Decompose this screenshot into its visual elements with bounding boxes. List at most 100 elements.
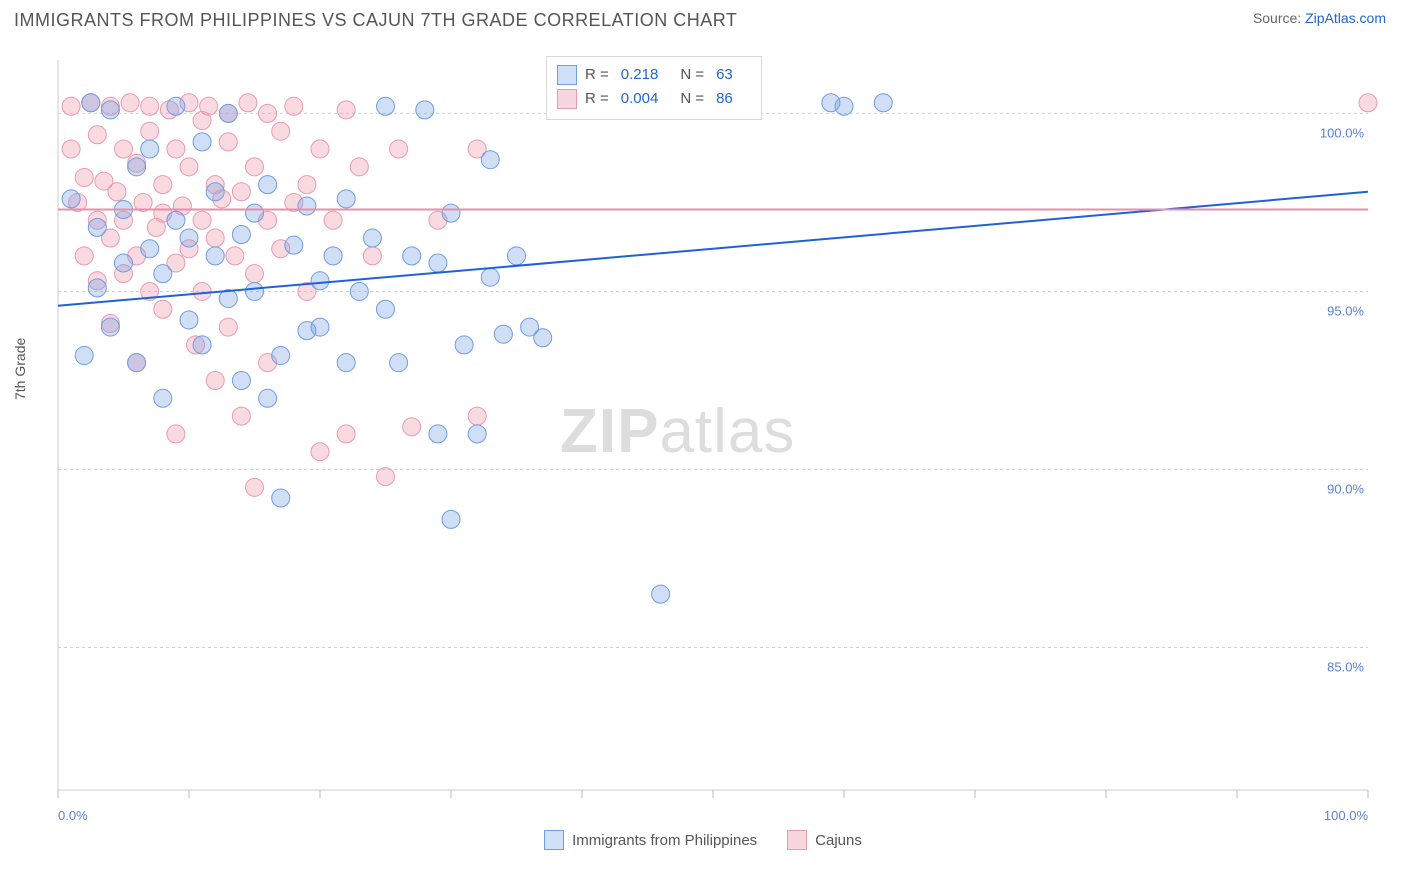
scatter-point: [154, 176, 172, 194]
legend-swatch: [557, 89, 577, 109]
scatter-point: [377, 300, 395, 318]
legend-n-value: 63: [716, 63, 733, 87]
scatter-point: [88, 126, 106, 144]
scatter-point: [62, 140, 80, 158]
scatter-point: [350, 158, 368, 176]
scatter-point: [232, 407, 250, 425]
scatter-point: [246, 282, 264, 300]
scatter-point: [429, 254, 447, 272]
scatter-point: [101, 318, 119, 336]
y-tick-label: 100.0%: [1320, 125, 1365, 140]
x-tick-label: 0.0%: [58, 808, 88, 823]
scatter-point: [75, 347, 93, 365]
scatter-point: [219, 318, 237, 336]
y-tick-label: 95.0%: [1327, 303, 1364, 318]
scatter-point: [481, 268, 499, 286]
scatter-point: [239, 94, 257, 112]
chart-title: IMMIGRANTS FROM PHILIPPINES VS CAJUN 7TH…: [14, 10, 737, 31]
scatter-point: [377, 468, 395, 486]
scatter-point: [193, 282, 211, 300]
y-axis-label: 7th Grade: [12, 338, 28, 400]
legend-r-label: R =: [585, 87, 609, 111]
scatter-point: [534, 329, 552, 347]
scatter-point: [429, 425, 447, 443]
scatter-point: [206, 229, 224, 247]
scatter-point: [285, 236, 303, 254]
scatter-point: [272, 122, 290, 140]
correlation-legend: R = 0.218 N = 63R =0.004N =86: [546, 56, 762, 120]
scatter-point: [167, 425, 185, 443]
scatter-point: [128, 354, 146, 372]
legend-swatch: [544, 830, 564, 850]
series-legend-item: Immigrants from Philippines: [544, 830, 757, 850]
scatter-point: [206, 247, 224, 265]
scatter-point: [193, 336, 211, 354]
scatter-point: [141, 140, 159, 158]
legend-row: R =0.004N =86: [557, 87, 747, 111]
scatter-point: [337, 354, 355, 372]
source-link[interactable]: ZipAtlas.com: [1305, 10, 1386, 26]
legend-r-label: R =: [585, 63, 609, 87]
scatter-point: [115, 254, 133, 272]
scatter-point: [468, 425, 486, 443]
scatter-point: [246, 478, 264, 496]
scatter-point: [494, 325, 512, 343]
scatter-point: [508, 247, 526, 265]
scatter-point: [82, 94, 100, 112]
scatter-point: [442, 510, 460, 528]
scatter-point: [88, 218, 106, 236]
scatter-point: [232, 371, 250, 389]
scatter-point: [62, 190, 80, 208]
series-legend-label: Immigrants from Philippines: [572, 832, 757, 849]
scatter-point: [115, 140, 133, 158]
x-tick-label: 100.0%: [1324, 808, 1369, 823]
scatter-point: [246, 265, 264, 283]
scatter-point: [200, 97, 218, 115]
y-tick-label: 85.0%: [1327, 660, 1364, 675]
chart-header: IMMIGRANTS FROM PHILIPPINES VS CAJUN 7TH…: [0, 0, 1406, 37]
scatter-point: [337, 425, 355, 443]
scatter-point: [88, 279, 106, 297]
scatter-point: [298, 176, 316, 194]
scatter-point: [193, 211, 211, 229]
scatter-point: [193, 133, 211, 151]
y-tick-label: 90.0%: [1327, 482, 1364, 497]
scatter-point: [311, 272, 329, 290]
scatter-point: [874, 94, 892, 112]
scatter-point: [232, 225, 250, 243]
scatter-point: [363, 247, 381, 265]
legend-swatch: [787, 830, 807, 850]
scatter-point: [311, 443, 329, 461]
scatter-point: [180, 311, 198, 329]
series-legend-label: Cajuns: [815, 832, 862, 849]
scatter-point: [206, 371, 224, 389]
scatter-point: [363, 229, 381, 247]
scatter-point: [311, 140, 329, 158]
scatter-point: [167, 140, 185, 158]
scatter-point: [154, 265, 172, 283]
legend-r-value: 0.218: [621, 63, 659, 87]
scatter-point: [128, 158, 146, 176]
series-legend-item: Cajuns: [787, 830, 862, 850]
scatter-point: [219, 104, 237, 122]
scatter-point: [403, 247, 421, 265]
scatter-point: [167, 211, 185, 229]
scatter-point: [350, 282, 368, 300]
scatter-point: [455, 336, 473, 354]
scatter-point: [141, 122, 159, 140]
source-label: Source:: [1253, 10, 1301, 26]
scatter-point: [337, 190, 355, 208]
scatter-point: [390, 140, 408, 158]
scatter-point: [154, 300, 172, 318]
series-legend: Immigrants from Philippines Cajuns: [0, 830, 1406, 850]
scatter-point: [652, 585, 670, 603]
scatter-point: [259, 176, 277, 194]
legend-n-label: N =: [680, 87, 704, 111]
scatter-point: [108, 183, 126, 201]
scatter-point: [481, 151, 499, 169]
scatter-point: [226, 247, 244, 265]
scatter-point: [390, 354, 408, 372]
scatter-point: [311, 318, 329, 336]
scatter-point: [403, 418, 421, 436]
scatter-point: [75, 169, 93, 187]
